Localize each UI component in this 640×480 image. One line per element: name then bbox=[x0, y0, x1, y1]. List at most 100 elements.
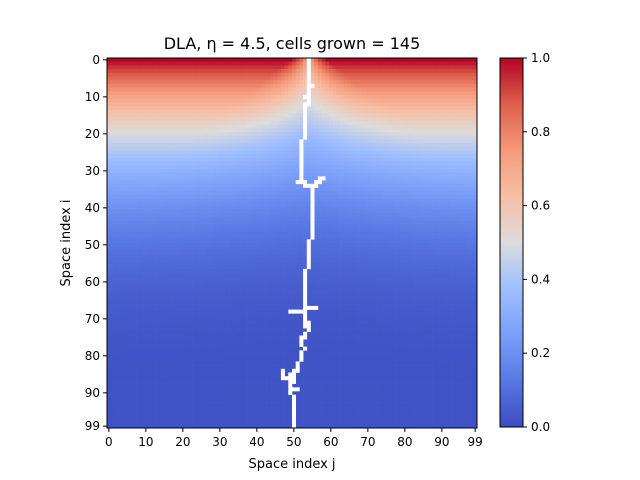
heatmap-cell bbox=[214, 161, 219, 166]
heatmap-cell bbox=[399, 91, 404, 96]
heatmap-cell bbox=[262, 194, 267, 199]
heatmap-cell bbox=[158, 206, 163, 211]
heatmap-cell bbox=[329, 165, 334, 170]
heatmap-cell bbox=[321, 72, 326, 77]
heatmap-cell bbox=[266, 58, 271, 63]
heatmap-cell bbox=[214, 113, 219, 118]
heatmap-cell bbox=[354, 106, 359, 111]
heatmap-cell bbox=[391, 146, 396, 151]
heatmap-cell bbox=[144, 180, 149, 185]
heatmap-cell bbox=[107, 98, 112, 103]
heatmap-cell bbox=[447, 213, 452, 218]
heatmap-cell bbox=[421, 183, 426, 188]
heatmap-cell bbox=[184, 150, 189, 155]
heatmap-cell bbox=[251, 206, 256, 211]
heatmap-cell bbox=[258, 224, 263, 229]
heatmap-cell bbox=[173, 198, 178, 203]
heatmap-cell bbox=[158, 213, 163, 218]
heatmap-cell bbox=[155, 213, 160, 218]
heatmap-cell bbox=[440, 76, 445, 81]
heatmap-cell bbox=[425, 187, 430, 192]
heatmap-cell bbox=[399, 102, 404, 107]
heatmap-cell bbox=[114, 161, 119, 166]
heatmap-cell bbox=[465, 139, 470, 144]
heatmap-cell bbox=[295, 217, 300, 222]
heatmap-cell bbox=[329, 109, 334, 114]
heatmap-cell bbox=[469, 213, 474, 218]
heatmap-cell bbox=[336, 206, 341, 211]
heatmap-cell bbox=[158, 135, 163, 140]
heatmap-cell bbox=[447, 161, 452, 166]
heatmap-cell bbox=[447, 91, 452, 96]
heatmap-cell bbox=[384, 128, 389, 133]
heatmap-cell bbox=[121, 165, 126, 170]
heatmap-cell bbox=[184, 157, 189, 162]
heatmap-cell bbox=[421, 83, 426, 88]
heatmap-cell bbox=[469, 65, 474, 70]
heatmap-cell bbox=[417, 235, 422, 240]
heatmap-cell bbox=[288, 231, 293, 236]
heatmap-cell bbox=[454, 224, 459, 229]
heatmap-cell bbox=[458, 235, 463, 240]
heatmap-cell bbox=[377, 65, 382, 70]
heatmap-cell bbox=[454, 183, 459, 188]
heatmap-cell bbox=[395, 128, 400, 133]
heatmap-cell bbox=[121, 72, 126, 77]
heatmap-cell bbox=[432, 172, 437, 177]
heatmap-cell bbox=[158, 83, 163, 88]
heatmap-cell bbox=[377, 98, 382, 103]
heatmap-cell bbox=[358, 98, 363, 103]
heatmap-cell bbox=[151, 143, 156, 148]
heatmap-cell bbox=[462, 224, 467, 229]
heatmap-cell bbox=[158, 80, 163, 85]
heatmap-cell bbox=[129, 120, 134, 125]
heatmap-cell bbox=[129, 128, 134, 133]
heatmap-cell bbox=[284, 209, 289, 214]
heatmap-cell bbox=[369, 65, 374, 70]
heatmap-cell bbox=[447, 135, 452, 140]
heatmap-cell bbox=[325, 124, 330, 129]
heatmap-cell bbox=[136, 187, 141, 192]
heatmap-cell bbox=[188, 206, 193, 211]
heatmap-cell bbox=[465, 161, 470, 166]
heatmap-cell bbox=[354, 154, 359, 159]
heatmap-cell bbox=[454, 102, 459, 107]
heatmap-cell bbox=[140, 187, 145, 192]
heatmap-cell bbox=[195, 172, 200, 177]
heatmap-cell bbox=[118, 106, 123, 111]
heatmap-cell bbox=[347, 132, 352, 137]
heatmap-cell bbox=[306, 154, 311, 159]
heatmap-cell bbox=[425, 161, 430, 166]
heatmap-cell bbox=[354, 117, 359, 122]
heatmap-cell bbox=[384, 65, 389, 70]
heatmap-cell bbox=[158, 128, 163, 133]
heatmap-cell bbox=[292, 161, 297, 166]
heatmap-cell bbox=[377, 117, 382, 122]
heatmap-cell bbox=[125, 124, 130, 129]
heatmap-cell bbox=[118, 120, 123, 125]
heatmap-cell bbox=[421, 98, 426, 103]
heatmap-cell bbox=[292, 135, 297, 140]
heatmap-cell bbox=[340, 87, 345, 92]
heatmap-cell bbox=[410, 176, 415, 181]
heatmap-cell bbox=[440, 213, 445, 218]
heatmap-cell bbox=[428, 183, 433, 188]
heatmap-cell bbox=[292, 117, 297, 122]
heatmap-cell bbox=[358, 102, 363, 107]
heatmap-cell bbox=[118, 128, 123, 133]
heatmap-cell bbox=[251, 169, 256, 174]
heatmap-cell bbox=[417, 80, 422, 85]
heatmap-cell bbox=[181, 139, 186, 144]
heatmap-cell bbox=[155, 69, 160, 74]
heatmap-cell bbox=[299, 209, 304, 214]
heatmap-cell bbox=[462, 169, 467, 174]
heatmap-cell bbox=[214, 183, 219, 188]
heatmap-cell bbox=[136, 109, 141, 114]
heatmap-cell bbox=[299, 224, 304, 229]
heatmap-cell bbox=[277, 154, 282, 159]
heatmap-cell bbox=[247, 109, 252, 114]
heatmap-cell bbox=[447, 239, 452, 244]
heatmap-cell bbox=[306, 109, 311, 114]
heatmap-cell bbox=[451, 128, 456, 133]
heatmap-cell bbox=[465, 176, 470, 181]
